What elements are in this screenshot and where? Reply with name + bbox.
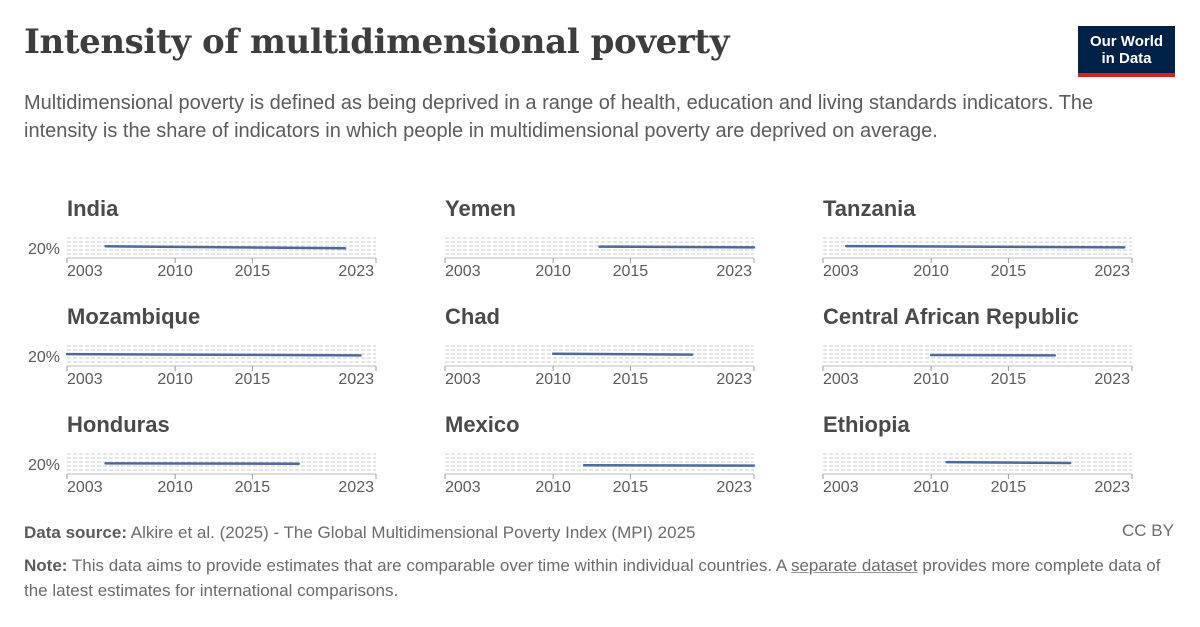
x-tick-label: 2010	[913, 371, 949, 388]
license-link[interactable]: CC BY	[1122, 521, 1174, 540]
x-tick-label: 2003	[445, 479, 481, 496]
x-tick-label: 2010	[913, 263, 949, 280]
series-line[interactable]	[104, 245, 347, 250]
x-tick-label: 2015	[613, 479, 649, 496]
x-tick-label: 2023	[1094, 371, 1130, 388]
x-tick-label: 2015	[991, 263, 1027, 280]
x-tick-label: 2003	[445, 371, 481, 388]
x-tick-label: 2003	[67, 263, 103, 280]
x-tick-label: 2010	[535, 479, 571, 496]
chart-panel: Yemen 2003 2010 2015 2023	[402, 196, 756, 288]
y-tick-label: 20%	[28, 457, 60, 474]
x-tick-label: 2023	[716, 263, 752, 280]
x-tick-label: 2003	[823, 263, 859, 280]
x-tick-label: 2023	[716, 371, 752, 388]
panel-plot: 2003 2010 2015 2023 20%	[28, 345, 377, 388]
x-tick-label: 2010	[535, 263, 571, 280]
y-tick-label: 20%	[28, 241, 60, 258]
chart-title: Intensity of multidimensional poverty	[24, 22, 730, 62]
panel-country-name: Honduras	[67, 412, 170, 437]
panel-country-name: Mexico	[445, 412, 520, 437]
panel-plot: 2003 2010 2015 2023	[444, 453, 756, 496]
x-tick-label: 2003	[823, 371, 859, 388]
x-tick-label: 2015	[235, 263, 271, 280]
series-line[interactable]	[945, 460, 1072, 465]
x-tick-label: 2003	[823, 479, 859, 496]
panel-plot: 2003 2010 2015 2023	[822, 453, 1133, 496]
series-line[interactable]	[65, 352, 362, 357]
panel-plot: 2003 2010 2015 2023 20%	[28, 453, 377, 496]
x-tick-label: 2003	[67, 479, 103, 496]
note-label: Note:	[24, 556, 68, 575]
chart-panel: Chad 2003 2010 2015 2023	[402, 304, 755, 396]
panel-country-name: Tanzania	[823, 196, 916, 221]
x-tick-label: 2010	[157, 371, 193, 388]
x-tick-label: 2015	[235, 479, 271, 496]
owid-logo[interactable]: Our World in Data	[1078, 26, 1175, 77]
x-tick-label: 2023	[716, 479, 752, 496]
x-tick-label: 2003	[445, 263, 481, 280]
logo-line-2: in Data	[1101, 49, 1152, 67]
separate-dataset-link[interactable]: separate dataset	[790, 556, 918, 575]
chart-panel: Mexico 2003 2010 2015 2023	[402, 412, 756, 504]
series-line[interactable]	[598, 245, 756, 249]
data-source: Data source: Alkire et al. (2025) - The …	[24, 520, 696, 545]
chart-panel: Honduras 2003 2010 2015 2023 20%	[24, 412, 377, 504]
note-text-2: provides more complete data of the lates…	[24, 556, 1161, 600]
x-tick-label: 2015	[613, 263, 649, 280]
panel-country-name: Chad	[445, 304, 500, 329]
chart-panel: India 2003 2010 2015 2023 20%	[24, 196, 377, 288]
x-tick-label: 2023	[338, 371, 374, 388]
chart-note: Note: This data aims to provide estimate…	[24, 553, 1174, 603]
x-tick-label: 2010	[535, 371, 571, 388]
note-text: This data aims to provide estimates that…	[71, 556, 787, 575]
chart-panel: Central African Republic 2003 2010 2015 2023	[780, 304, 1133, 396]
series-line[interactable]	[844, 244, 1126, 249]
x-tick-label: 2015	[991, 479, 1027, 496]
x-tick-label: 2010	[913, 479, 949, 496]
chart-panel: Ethiopia 2003 2010 2015 2023	[780, 412, 1133, 504]
x-tick-label: 2023	[1094, 263, 1130, 280]
panel-plot: 2003 2010 2015 2023 20%	[28, 237, 377, 280]
panel-plot: 2003 2010 2015 2023	[444, 237, 756, 280]
chart-panel: Mozambique 2003 2010 2015 2023 20%	[24, 304, 377, 396]
x-tick-label: 2015	[991, 371, 1027, 388]
x-tick-label: 2023	[338, 263, 374, 280]
panel-country-name: Yemen	[445, 196, 516, 221]
x-tick-label: 2015	[235, 371, 271, 388]
series-line[interactable]	[551, 352, 694, 356]
panel-country-name: Ethiopia	[823, 412, 910, 437]
panel-plot: 2003 2010 2015 2023	[822, 345, 1133, 388]
panel-plot: 2003 2010 2015 2023	[444, 345, 755, 388]
x-tick-label: 2010	[157, 263, 193, 280]
panel-country-name: Central African Republic	[823, 304, 1079, 329]
panel-country-name: Mozambique	[67, 304, 201, 329]
chart-subtitle: Multidimensional poverty is defined as b…	[24, 92, 1094, 142]
panel-country-name: India	[67, 196, 119, 221]
chart-panel: Tanzania 2003 2010 2015 2023	[780, 196, 1133, 288]
logo-line-1: Our World	[1089, 32, 1164, 50]
x-tick-label: 2010	[157, 479, 193, 496]
y-tick-label: 20%	[28, 349, 60, 366]
x-tick-label: 2015	[613, 371, 649, 388]
x-tick-label: 2003	[67, 371, 103, 388]
x-tick-label: 2023	[338, 479, 374, 496]
x-tick-label: 2023	[1094, 479, 1130, 496]
data-source-text: Alkire et al. (2025) - The Global Multid…	[130, 523, 696, 542]
panel-plot: 2003 2010 2015 2023	[822, 237, 1133, 280]
data-source-label: Data source:	[24, 523, 127, 542]
